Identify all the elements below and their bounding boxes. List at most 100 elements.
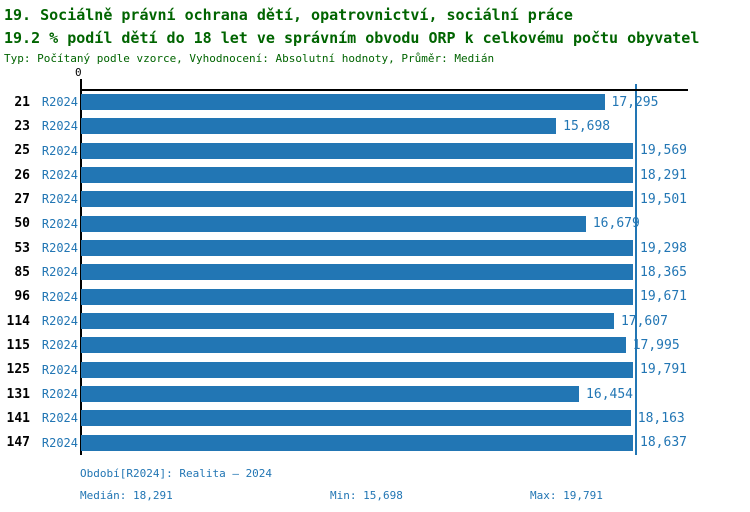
bar-area: 16,454 — [81, 382, 687, 406]
bar-area: 17,607 — [81, 309, 687, 333]
row-series-label: R2024 — [41, 119, 78, 134]
bar-chart: 21 R2024 17,295 23 R2024 15,698 25 R2024… — [0, 90, 750, 455]
bar-row: 23 R2024 15,698 — [0, 114, 750, 138]
row-series-label: R2024 — [41, 314, 78, 329]
bar-row: 141 R2024 18,163 — [0, 406, 750, 430]
footer-min-label: Min: 15,698 — [330, 489, 403, 502]
bar — [81, 215, 586, 232]
row-category-label: 21 — [14, 94, 30, 110]
bar — [81, 118, 557, 135]
bar-area: 17,295 — [81, 90, 687, 114]
row-category-label: 147 — [6, 435, 30, 451]
bar-value-label: 18,637 — [640, 435, 687, 451]
bar-value-label: 18,365 — [640, 264, 687, 280]
chart-title: 19. Sociálně právní ochrana dětí, opatro… — [4, 6, 573, 24]
bar-row: 26 R2024 18,291 — [0, 163, 750, 187]
row-series-label: R2024 — [41, 289, 78, 304]
bar-area: 15,698 — [81, 114, 687, 138]
bar-row: 114 R2024 17,607 — [0, 309, 750, 333]
row-series-label: R2024 — [41, 216, 78, 231]
row-series-label: R2024 — [41, 143, 78, 158]
bar-value-label: 19,298 — [640, 240, 687, 256]
row-series-label: R2024 — [41, 241, 78, 256]
chart-subtitle: 19.2 % podíl dětí do 18 let ve správním … — [4, 29, 700, 47]
row-series-label: R2024 — [41, 362, 78, 377]
row-series-label: R2024 — [41, 338, 78, 353]
bar-value-label: 19,501 — [640, 191, 687, 207]
bar-value-label: 18,291 — [640, 167, 687, 183]
x-axis-line — [80, 89, 688, 91]
row-category-label: 115 — [6, 337, 30, 353]
bar-value-label: 15,698 — [563, 118, 611, 134]
bar-row: 27 R2024 19,501 — [0, 187, 750, 211]
row-series-label: R2024 — [41, 192, 78, 207]
bar-row: 50 R2024 16,679 — [0, 212, 750, 236]
footer-median-label: Medián: 18,291 — [80, 489, 173, 502]
row-category-label: 85 — [14, 264, 30, 280]
bar — [81, 240, 634, 257]
x-axis-tick — [80, 79, 82, 89]
bar-value-label: 17,295 — [611, 94, 659, 110]
bar-row: 21 R2024 17,295 — [0, 90, 750, 114]
bar — [81, 264, 634, 281]
bar-area: 18,365 — [81, 260, 687, 284]
bar-area: 17,995 — [81, 333, 687, 357]
row-category-label: 131 — [6, 386, 30, 402]
row-category-label: 27 — [14, 191, 30, 207]
bar — [81, 386, 580, 403]
row-category-label: 125 — [6, 362, 30, 378]
row-category-label: 141 — [6, 410, 30, 426]
row-series-label: R2024 — [41, 265, 78, 280]
bar-row: 147 R2024 18,637 — [0, 431, 750, 455]
row-category-label: 23 — [14, 118, 30, 134]
bar-row: 125 R2024 19,791 — [0, 358, 750, 382]
row-series-label: R2024 — [41, 168, 78, 183]
chart-meta-line: Typ: Počítaný podle vzorce, Vyhodnocení:… — [4, 52, 495, 65]
bar-value-label: 17,607 — [620, 313, 668, 329]
bar-row: 131 R2024 16,454 — [0, 382, 750, 406]
bar-area: 19,298 — [81, 236, 687, 260]
row-category-label: 50 — [14, 216, 30, 232]
bar — [81, 313, 614, 330]
bar-area: 18,291 — [81, 163, 687, 187]
bar-area: 18,163 — [81, 406, 687, 430]
bar — [81, 410, 631, 427]
bar-row: 53 R2024 19,298 — [0, 236, 750, 260]
bar-value-label: 16,454 — [586, 386, 634, 402]
bar-area: 19,671 — [81, 285, 687, 309]
bar-area: 19,501 — [81, 187, 687, 211]
row-category-label: 96 — [14, 289, 30, 305]
bar — [81, 142, 634, 159]
bar-value-label: 19,569 — [640, 143, 687, 159]
bar — [81, 191, 634, 208]
bar-area: 18,637 — [81, 431, 687, 455]
footer-period-label: Období[R2024]: Realita – 2024 — [80, 467, 273, 480]
row-category-label: 25 — [14, 143, 30, 159]
bar — [81, 94, 605, 111]
bar-row: 96 R2024 19,671 — [0, 285, 750, 309]
bar — [81, 288, 634, 305]
bar-row: 85 R2024 18,365 — [0, 260, 750, 284]
bar-value-label: 19,791 — [640, 362, 687, 378]
x-axis-zero-label: 0 — [75, 66, 82, 79]
median-line — [635, 84, 637, 455]
bar-area: 19,791 — [81, 358, 687, 382]
bar-area: 19,569 — [81, 139, 687, 163]
bar-area: 16,679 — [81, 212, 687, 236]
row-category-label: 114 — [6, 313, 30, 329]
bar — [81, 167, 634, 184]
footer-max-label: Max: 19,791 — [530, 489, 603, 502]
bar — [81, 361, 634, 378]
bar-row: 115 R2024 17,995 — [0, 333, 750, 357]
row-series-label: R2024 — [41, 95, 78, 110]
row-category-label: 26 — [14, 167, 30, 183]
bar-value-label: 19,671 — [640, 289, 687, 305]
bar-value-label: 17,995 — [632, 337, 680, 353]
bar-value-label: 16,679 — [592, 216, 640, 232]
bar — [81, 337, 626, 354]
bar-row: 25 R2024 19,569 — [0, 139, 750, 163]
bar-value-label: 18,163 — [637, 410, 685, 426]
bar — [81, 434, 634, 451]
row-series-label: R2024 — [41, 411, 78, 426]
row-series-label: R2024 — [41, 387, 78, 402]
